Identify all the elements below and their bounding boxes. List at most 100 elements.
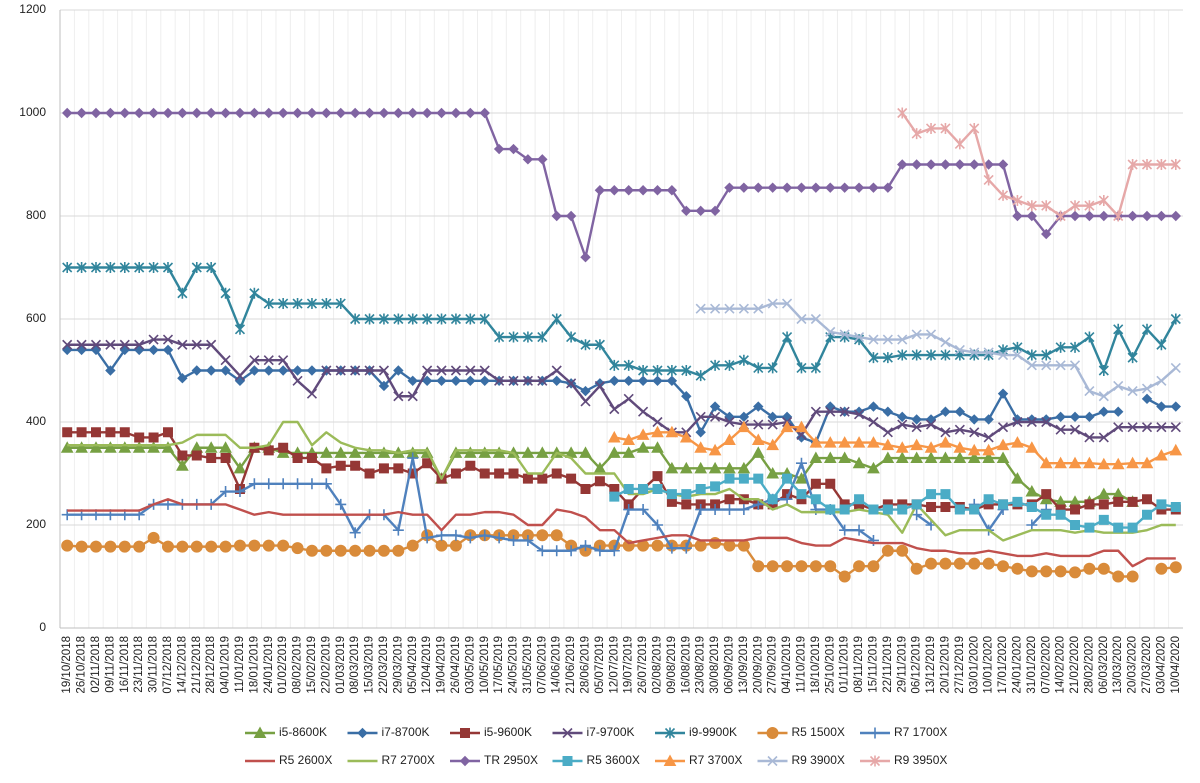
data-point bbox=[363, 544, 376, 557]
data-point bbox=[1012, 210, 1023, 222]
data-point bbox=[882, 182, 894, 193]
data-point bbox=[1098, 432, 1109, 443]
legend-marker bbox=[459, 755, 471, 767]
data-point bbox=[566, 331, 577, 343]
data-point bbox=[1113, 380, 1124, 392]
data-point bbox=[321, 298, 332, 310]
data-point bbox=[421, 375, 433, 387]
data-point bbox=[450, 529, 462, 541]
data-point bbox=[666, 375, 678, 387]
data-point bbox=[248, 478, 260, 490]
data-point bbox=[76, 262, 87, 273]
data-point bbox=[969, 427, 980, 438]
x-tick-label: 10/04/2020 bbox=[1170, 636, 1182, 694]
data-point bbox=[882, 504, 893, 515]
data-point bbox=[191, 262, 202, 273]
data-point bbox=[305, 544, 318, 557]
data-point bbox=[1084, 522, 1095, 533]
legend-label: R7 1700X bbox=[894, 725, 947, 739]
data-point bbox=[220, 287, 231, 299]
data-point bbox=[666, 365, 677, 376]
legend-item: R9 3950X bbox=[860, 753, 947, 767]
legend-label: R5 2600X bbox=[279, 753, 332, 767]
data-point bbox=[119, 339, 130, 350]
data-point bbox=[652, 471, 663, 482]
series bbox=[61, 452, 1052, 557]
legend-label: TR 2950X bbox=[484, 753, 538, 767]
series-line bbox=[613, 477, 1177, 529]
data-point bbox=[1055, 424, 1066, 435]
data-point bbox=[1012, 341, 1023, 353]
data-point bbox=[1141, 422, 1153, 433]
data-point bbox=[278, 355, 289, 366]
data-point bbox=[637, 185, 649, 196]
data-point bbox=[205, 365, 217, 376]
data-point bbox=[334, 446, 348, 458]
series bbox=[897, 107, 1181, 222]
data-point bbox=[579, 446, 592, 458]
data-point bbox=[1012, 349, 1023, 361]
data-point bbox=[263, 107, 274, 119]
x-tick-label: 20/12/2019 bbox=[939, 636, 951, 694]
data-point bbox=[724, 494, 735, 505]
data-point bbox=[350, 460, 361, 471]
data-point bbox=[623, 185, 634, 196]
x-tick-label: 14/06/2019 bbox=[551, 636, 563, 694]
data-point bbox=[996, 451, 1010, 464]
legend-label: R7 3700X bbox=[689, 753, 742, 767]
data-point bbox=[767, 419, 778, 430]
data-point bbox=[853, 409, 865, 420]
data-point bbox=[1069, 200, 1081, 212]
data-point bbox=[162, 498, 174, 510]
x-tick-label: 04/01/2019 bbox=[220, 636, 232, 694]
x-tick-label: 07/06/2019 bbox=[536, 636, 548, 694]
data-point bbox=[1111, 457, 1125, 470]
x-tick-label: 09/11/2018 bbox=[104, 636, 116, 693]
data-point bbox=[535, 446, 549, 458]
data-point bbox=[1026, 349, 1037, 361]
data-point bbox=[996, 438, 1010, 451]
data-point bbox=[119, 262, 130, 273]
data-point bbox=[177, 339, 188, 350]
x-tick-label: 08/11/2019 bbox=[853, 636, 865, 693]
data-point bbox=[536, 529, 549, 542]
data-point bbox=[983, 414, 994, 425]
legend-item: i9-9900K bbox=[655, 725, 737, 739]
data-point bbox=[406, 539, 419, 552]
data-point bbox=[997, 159, 1009, 170]
legend-item: R9 3900X bbox=[757, 753, 845, 767]
data-point bbox=[622, 433, 636, 446]
data-point bbox=[723, 539, 736, 552]
series bbox=[61, 529, 1182, 583]
data-point bbox=[364, 365, 375, 376]
data-point bbox=[838, 451, 852, 464]
data-point bbox=[364, 107, 375, 119]
data-point bbox=[162, 427, 173, 438]
y-tick-label: 0 bbox=[39, 620, 46, 634]
data-point bbox=[710, 359, 721, 371]
data-point bbox=[580, 251, 591, 263]
x-tick-label: 16/08/2019 bbox=[680, 636, 692, 694]
data-point bbox=[810, 182, 822, 193]
data-point bbox=[953, 441, 967, 453]
data-point bbox=[105, 427, 116, 438]
data-point bbox=[926, 489, 937, 500]
data-point bbox=[637, 504, 649, 516]
data-point bbox=[133, 540, 146, 553]
data-point bbox=[897, 504, 908, 515]
data-point bbox=[335, 107, 346, 119]
series-line bbox=[614, 425, 1177, 466]
data-point bbox=[205, 540, 218, 553]
x-tick-label: 18/10/2019 bbox=[810, 636, 822, 694]
data-point bbox=[969, 159, 980, 170]
data-point bbox=[1156, 375, 1167, 386]
data-point bbox=[1084, 411, 1095, 423]
data-point bbox=[752, 498, 764, 510]
data-point bbox=[292, 365, 303, 376]
legend-label: i5-9600K bbox=[484, 725, 532, 739]
data-point bbox=[681, 391, 692, 402]
data-point bbox=[897, 334, 908, 345]
data-point bbox=[320, 544, 333, 557]
data-point bbox=[969, 347, 980, 358]
data-point bbox=[177, 107, 188, 119]
